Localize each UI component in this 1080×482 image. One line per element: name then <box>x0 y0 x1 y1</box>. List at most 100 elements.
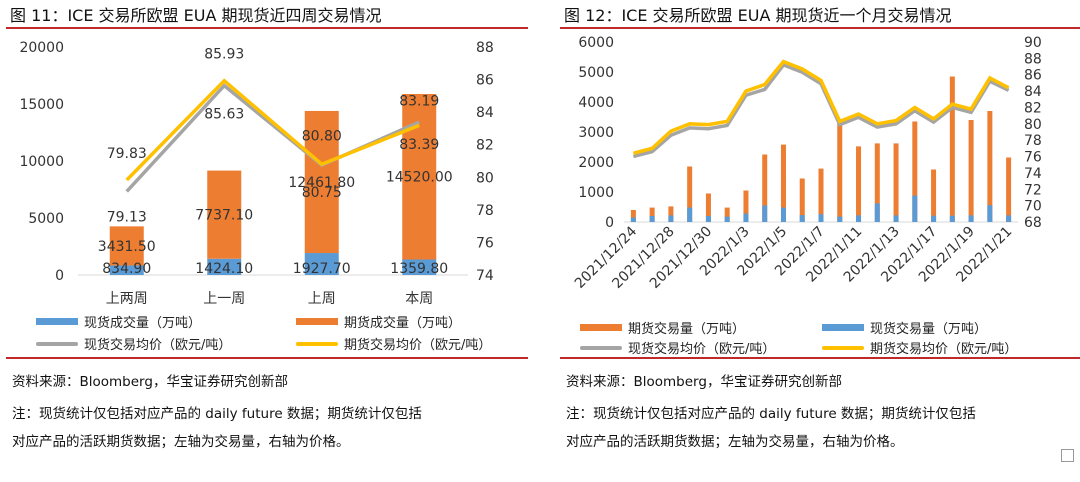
spot-volume-bar <box>762 205 768 222</box>
spot-price-data-label: 79.13 <box>107 209 147 225</box>
spot-volume-bar <box>874 203 880 222</box>
futures-volume-bar <box>893 143 899 222</box>
right-axis-tick-label: 88 <box>1024 51 1042 67</box>
spot-volume-bar <box>856 215 862 222</box>
right-axis-tick-label: 78 <box>476 203 494 219</box>
futures-price-data-label: 85.93 <box>204 47 244 63</box>
spot-volume-bar <box>968 215 974 222</box>
right-axis-tick-label: 80 <box>476 170 494 186</box>
left-axis-tick-label: 0 <box>605 215 614 231</box>
right-axis-tick-label: 74 <box>476 268 494 284</box>
futures-volume-bar <box>856 146 862 222</box>
legend-item-spot-price: 现货交易均价（欧元/吨） <box>36 334 231 353</box>
legend-item-futures-volume: 期货成交量（万吨） <box>296 312 461 331</box>
futures-volume-bar <box>304 110 339 254</box>
futures-volume-bar <box>987 111 993 222</box>
futures-volume-bar <box>818 168 824 222</box>
spot-volume-bar <box>987 205 993 222</box>
futures-price-data-label: 83.19 <box>399 93 439 109</box>
corner-checkbox-icon <box>1061 449 1074 462</box>
spot-volume-bar <box>931 215 937 222</box>
spot-volume-bar <box>893 215 899 222</box>
spot-volume-bar <box>780 207 786 222</box>
spot-volume-bar <box>402 259 437 275</box>
futures-price-line <box>125 78 420 182</box>
spot-volume-bar <box>818 214 824 222</box>
futures-volume-bar <box>630 210 636 222</box>
legend-swatch <box>296 318 338 325</box>
spot-volume-bar <box>109 265 144 275</box>
spot-volume-bar <box>630 217 636 222</box>
futures-volume-bar <box>207 170 242 259</box>
spot-volume-bar <box>668 215 674 222</box>
futures-volume-data-label: 14520.00 <box>386 170 453 186</box>
figure-12: 图 12：ICE 交易所欧盟 EUA 期现货近一个月交易情况 0 1000 2000… <box>560 0 1080 482</box>
right-axis-tick-label: 76 <box>1024 150 1042 166</box>
spot-volume-bar <box>207 258 242 275</box>
legend-item-futures-price: 期货交易均价（欧元/吨） <box>296 334 491 353</box>
legend-item-futures-volume: 期货交易量（万吨） <box>580 318 745 337</box>
note-line-1: 注：现货统计仅包括对应产品的 daily future 数据；期货统计仅包括 <box>566 406 976 422</box>
spot-volume-bar <box>1006 215 1012 222</box>
left-axis-tick-label: 6000 <box>578 35 614 51</box>
chart-12-legend: 期货交易量（万吨） 现货交易量（万吨） 现货交易均价（欧元/吨） 期货交易均价（… <box>560 314 1080 358</box>
futures-volume-data-label: 12461.80 <box>288 175 355 191</box>
spot-volume-data-label: 1359.80 <box>390 261 448 277</box>
futures-volume-data-label: 3431.50 <box>98 239 156 255</box>
spot-volume-data-label: 1927.70 <box>293 261 351 277</box>
right-axis-tick-label: 86 <box>476 73 494 89</box>
left-axis-tick-label: 1000 <box>578 185 614 201</box>
legend-swatch <box>36 341 78 346</box>
right-axis-tick-label: 68 <box>1024 215 1042 231</box>
spot-price-data-label: 83.39 <box>399 137 439 153</box>
futures-volume-bar <box>1006 157 1012 222</box>
legend-item-spot-price: 现货交易均价（欧元/吨） <box>580 338 775 357</box>
spot-volume-data-label: 1424.10 <box>195 261 253 277</box>
legend-item-spot-volume: 现货交易量（万吨） <box>822 318 987 337</box>
spot-volume-bar <box>649 216 655 222</box>
right-axis-tick-label: 86 <box>1024 68 1042 84</box>
futures-volume-bar <box>668 206 674 222</box>
futures-volume-bar <box>931 169 937 222</box>
left-axis-tick-label: 0 <box>55 268 64 284</box>
spot-volume-data-label: 834.90 <box>102 261 151 277</box>
right-axis-tick-label: 70 <box>1024 199 1042 215</box>
legend-swatch <box>36 318 78 325</box>
spot-volume-bar <box>705 216 711 222</box>
chart-12: 0100020003000400050006000687072747678808… <box>572 35 1042 292</box>
futures-volume-bar <box>912 121 918 222</box>
spot-price-line <box>125 83 420 193</box>
futures-volume-data-label: 7737.10 <box>195 208 253 224</box>
futures-volume-bar <box>109 226 144 266</box>
spot-volume-bar <box>304 253 339 275</box>
x-axis-category-label: 上周 <box>308 291 336 307</box>
futures-price-line <box>632 59 1010 155</box>
legend-swatch <box>580 345 622 350</box>
legend-swatch <box>580 324 622 331</box>
right-axis-tick-label: 76 <box>476 235 494 251</box>
futures-price-data-label: 79.83 <box>107 146 147 162</box>
futures-volume-bar <box>687 166 693 222</box>
spot-volume-bar <box>912 195 918 222</box>
legend-item-futures-price: 期货交易均价（欧元/吨） <box>822 338 1017 357</box>
right-axis-tick-label: 78 <box>1024 133 1042 149</box>
futures-volume-bar <box>724 207 730 222</box>
chart-11: 0 5000 10000 15000 20000 74 76 78 80 82 84 86 88 上两周 上… <box>19 40 494 307</box>
right-axis-tick-label: 90 <box>1024 35 1042 51</box>
x-axis-category-label: 上一周 <box>203 291 245 307</box>
spot-volume-bar <box>837 216 843 222</box>
futures-volume-bar <box>837 121 843 222</box>
futures-volume-bar <box>762 154 768 222</box>
left-axis-tick-label: 20000 <box>19 40 64 56</box>
figure-11-title: 图 11：ICE 交易所欧盟 EUA 期现货近四周交易情况 <box>10 6 382 25</box>
legend-item-spot-volume: 现货成交量（万吨） <box>36 312 201 331</box>
spot-volume-bar <box>687 207 693 222</box>
left-axis-tick-label: 2000 <box>578 155 614 171</box>
spot-volume-bar <box>724 216 730 222</box>
futures-volume-bar <box>743 190 749 222</box>
note-line-2: 对应产品的活跃期货数据；左轴为交易量，右轴为价格。 <box>566 434 904 450</box>
note-line-1: 注：现货统计仅包括对应产品的 daily future 数据；期货统计仅包括 <box>12 406 422 422</box>
spot-volume-bar <box>743 213 749 222</box>
left-axis-tick-label: 4000 <box>578 95 614 111</box>
right-axis-tick-label: 74 <box>1024 166 1042 182</box>
